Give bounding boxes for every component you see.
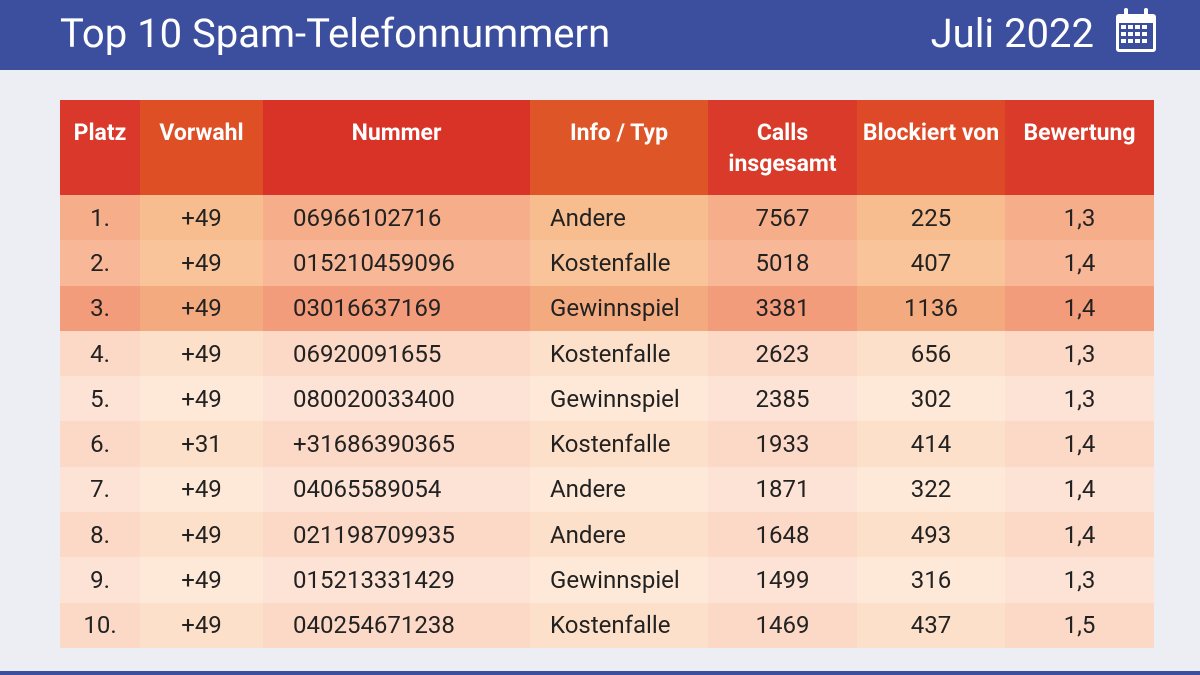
title: Top 10 Spam-Telefonnummern (60, 10, 611, 57)
table-cell: 414 (857, 421, 1005, 467)
table-row: 6. +31 +31686390365 Kostenfalle 1933 414 1,4 (60, 421, 1154, 467)
table-cell: 322 (857, 466, 1005, 513)
table-cell: 437 (857, 602, 1005, 648)
table-cell: 06920091655 (263, 330, 530, 377)
table-cell: 1,4 (1005, 240, 1154, 286)
table-row: 8. +49 021198709935 Andere 1648 493 1,4 (60, 512, 1154, 558)
table-cell: 015213331429 (263, 557, 530, 603)
table-cell: 302 (857, 376, 1005, 422)
table-cell: +49 (140, 240, 263, 286)
table-cell: 5018 (708, 240, 857, 286)
table: Platz Vorwahl Nummer Info / Typ Calls insges… (60, 100, 1154, 648)
table-cell: 7. (60, 466, 140, 513)
table-cell: 2623 (708, 330, 857, 377)
table-cell: +49 (140, 376, 263, 422)
table-cell: 1933 (708, 421, 857, 467)
table-cell: 7567 (708, 195, 857, 241)
table-cell: +49 (140, 330, 263, 377)
table-cell: +49 (140, 512, 263, 558)
table-cell: 021198709935 (263, 512, 530, 558)
column-header: Bewertung (1005, 100, 1154, 195)
table-row: 7. +49 04065589054 Andere 1871 322 1,4 (60, 466, 1154, 513)
table-cell: Kostenfalle (530, 421, 708, 467)
table-cell: 1,4 (1005, 512, 1154, 558)
table-cell: +49 (140, 602, 263, 648)
table-cell: 3. (60, 285, 140, 331)
column-header: Info / Typ (530, 100, 708, 195)
table-cell: 040254671238 (263, 602, 530, 648)
table-cell: 6. (60, 421, 140, 467)
table-row: 10. +49 040254671238 Kostenfalle 1469 437 1,5 (60, 602, 1154, 648)
table-cell: 656 (857, 330, 1005, 377)
table-cell: Andere (530, 195, 708, 241)
table-cell: 03016637169 (263, 285, 530, 331)
column-header: Calls insgesamt (708, 100, 857, 195)
column-header: Vorwahl (140, 100, 263, 195)
table-cell: 2. (60, 240, 140, 286)
table-cell: +49 (140, 285, 263, 331)
table-row: 5. +49 080020033400 Gewinnspiel 2385 302 1,3 (60, 376, 1154, 422)
table-row: 1. +49 06966102716 Andere 7567 225 1,3 (60, 195, 1154, 241)
table-cell: 1,4 (1005, 466, 1154, 513)
table-row: 3. +49 03016637169 Gewinnspiel 3381 1136 1,4 (60, 285, 1154, 331)
table-cell: 1,3 (1005, 376, 1154, 422)
table-cell: 5. (60, 376, 140, 422)
table-cell: +49 (140, 195, 263, 241)
table-cell: +31686390365 (263, 421, 530, 467)
table-cell: 10. (60, 602, 140, 648)
table-cell: Gewinnspiel (530, 376, 708, 422)
table-cell: +31 (140, 421, 263, 467)
table-cell: Andere (530, 466, 708, 513)
table-cell: 1,5 (1005, 602, 1154, 648)
table-cell: 1,4 (1005, 285, 1154, 331)
table-row: 9. +49 015213331429 Gewinnspiel 1499 316 1,3 (60, 557, 1154, 603)
table-cell: 015210459096 (263, 240, 530, 286)
table-cell: 1,3 (1005, 330, 1154, 377)
column-header: Blockiert von (857, 100, 1005, 195)
table-cell: 1,3 (1005, 557, 1154, 603)
table-cell: Gewinnspiel (530, 557, 708, 603)
table-cell: Kostenfalle (530, 240, 708, 286)
table-cell: 493 (857, 512, 1005, 558)
table-cell: 1,4 (1005, 421, 1154, 467)
table-cell: 225 (857, 195, 1005, 241)
column-header: Platz (60, 100, 140, 195)
table-cell: 4. (60, 330, 140, 377)
table-row: 2. +49 015210459096 Kostenfalle 5018 407 1,4 (60, 240, 1154, 286)
date: Juli 2022 (930, 10, 1094, 57)
header-bar: Top 10 Spam-Telefonnummern Juli 2022 (0, 0, 1200, 70)
table-cell: +49 (140, 557, 263, 603)
table-cell: 316 (857, 557, 1005, 603)
table-cell: Gewinnspiel (530, 285, 708, 331)
header-row: Platz Vorwahl Nummer Info / Typ Calls insges… (60, 100, 1154, 195)
table-cell: 2385 (708, 376, 857, 422)
table-cell: 1469 (708, 602, 857, 648)
table-cell: 1499 (708, 557, 857, 603)
table-cell: 1871 (708, 466, 857, 513)
calendar-icon (1116, 8, 1156, 52)
table-cell: 1,3 (1005, 195, 1154, 241)
table-cell: 1. (60, 195, 140, 241)
table-cell: 3381 (708, 285, 857, 331)
table-cell: 9. (60, 557, 140, 603)
table-cell: Kostenfalle (530, 602, 708, 648)
table-cell: 080020033400 (263, 376, 530, 422)
table-row: 4. +49 06920091655 Kostenfalle 2623 656 1,3 (60, 330, 1154, 377)
table-cell: 8. (60, 512, 140, 558)
table-cell: 04065589054 (263, 466, 530, 513)
footer-bar (0, 671, 1200, 675)
table-cell: Andere (530, 512, 708, 558)
column-header: Nummer (263, 100, 530, 195)
table-cell: 1136 (857, 285, 1005, 331)
table-cell: 407 (857, 240, 1005, 286)
table-cell: Kostenfalle (530, 330, 708, 377)
table-cell: 06966102716 (263, 195, 530, 241)
table-cell: +49 (140, 466, 263, 513)
table-cell: 1648 (708, 512, 857, 558)
